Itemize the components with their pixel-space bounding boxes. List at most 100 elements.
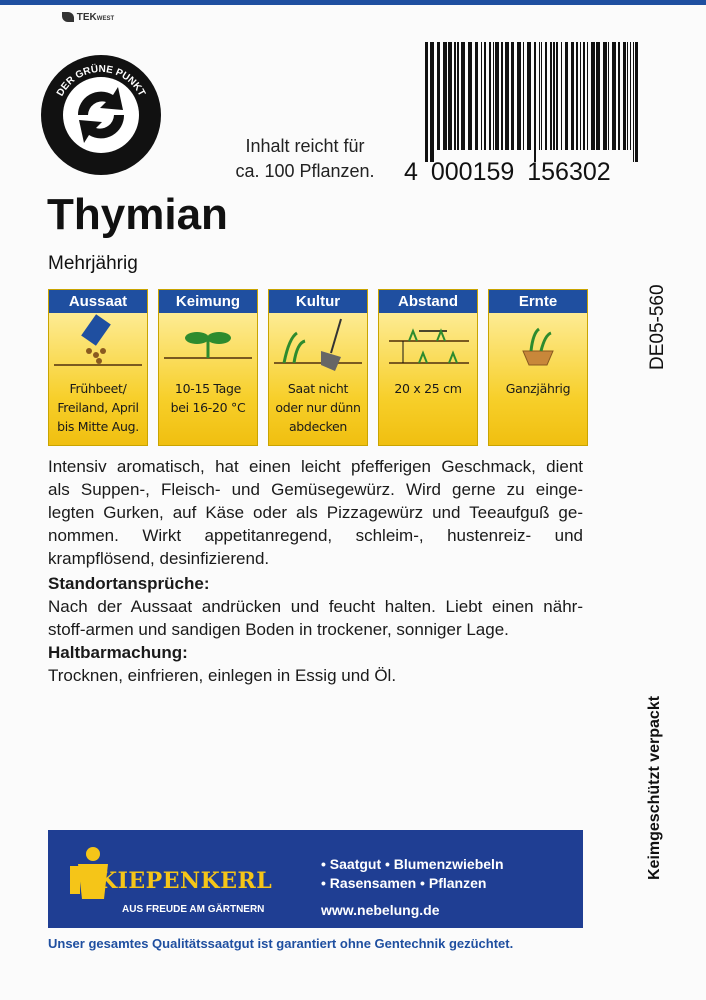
card-line: Freiland, April bbox=[57, 400, 139, 415]
card-icon bbox=[489, 313, 587, 375]
bar bbox=[550, 42, 552, 150]
brand-suffix: WEST bbox=[96, 16, 115, 22]
tekwest-logo: TEKWEST bbox=[62, 12, 114, 23]
card-icon bbox=[269, 313, 367, 375]
barcode-digits: 4 000159 156302 bbox=[404, 158, 611, 187]
bar bbox=[481, 42, 482, 150]
card-text: 20 x 25 cm bbox=[379, 379, 477, 398]
bar bbox=[489, 42, 491, 150]
bar bbox=[545, 42, 547, 150]
card: Ernte Ganzjährig bbox=[488, 289, 588, 446]
card-line: abdecken bbox=[288, 419, 348, 434]
barcode bbox=[425, 42, 638, 162]
card-label: Ernte bbox=[489, 290, 587, 313]
bar bbox=[587, 42, 588, 150]
section-line: Trocknen, einfrieren, einlegen in Essig … bbox=[48, 666, 397, 685]
subtitle: Mehrjährig bbox=[48, 253, 138, 274]
bar bbox=[468, 42, 472, 150]
card-line: 20 x 25 cm bbox=[394, 381, 462, 396]
brand: TEK bbox=[76, 12, 97, 23]
description-line: legten Gurken, auf Käse oder als Pizzage… bbox=[48, 503, 583, 522]
bar bbox=[493, 42, 494, 150]
bar bbox=[505, 42, 509, 150]
description-line: als Suppen-, Fleisch- und Gemüsegewürz. … bbox=[48, 480, 583, 499]
section-heading: Haltbarmachung: bbox=[48, 643, 188, 662]
bar bbox=[565, 42, 568, 150]
bar bbox=[443, 42, 447, 150]
card-label: Aussaat bbox=[49, 290, 147, 313]
card-label: Kultur bbox=[269, 290, 367, 313]
bar bbox=[583, 42, 585, 150]
bar bbox=[448, 42, 452, 150]
product-line: • Saatgut • Blumenzwiebeln bbox=[321, 856, 504, 872]
barcode-digit: 000159 bbox=[430, 158, 515, 186]
side-note: Keimgeschützt verpackt bbox=[646, 695, 663, 880]
description-line: Intensiv aromatisch, hat einen leicht pf… bbox=[48, 457, 583, 476]
description-line: nommen. Wirkt appetitanregend, schleim-,… bbox=[48, 526, 583, 545]
bar bbox=[501, 42, 503, 150]
card-text: Ganzjährig bbox=[489, 379, 587, 398]
card: Keimung 10-15 Tage bei 16-20 °C bbox=[158, 289, 258, 446]
card-label: Keimung bbox=[159, 290, 257, 313]
barcode-digit: 156302 bbox=[527, 158, 611, 186]
bar bbox=[556, 42, 558, 150]
section-line: stoff-armen und sandigen Boden in trocke… bbox=[48, 620, 509, 639]
bar bbox=[633, 42, 634, 162]
banner-url: www.nebelung.de bbox=[321, 902, 440, 918]
bar bbox=[635, 42, 638, 162]
bar bbox=[454, 42, 456, 150]
kiepenkerl-figure bbox=[70, 847, 108, 899]
footer-note: Unser gesamtes Qualitätssaatgut ist gara… bbox=[48, 936, 514, 951]
content-line: ca. 100 Pflanzen. bbox=[235, 161, 375, 181]
card-line: 10-15 Tage bbox=[174, 381, 242, 396]
icon bbox=[54, 314, 142, 366]
icon bbox=[522, 327, 554, 366]
card-line: bis Mitte Aug. bbox=[57, 419, 139, 434]
bar bbox=[603, 42, 607, 150]
bar bbox=[457, 42, 459, 150]
bar bbox=[517, 42, 521, 150]
bar bbox=[527, 42, 531, 150]
bar bbox=[541, 42, 542, 150]
bar bbox=[596, 42, 600, 150]
side-code: DE05-560 bbox=[647, 284, 668, 370]
card: Kultur Saat nicht oder nur dünn abdecken bbox=[268, 289, 368, 446]
bar bbox=[475, 42, 478, 150]
bar bbox=[523, 42, 524, 150]
section-heading: Standortansprüche: bbox=[48, 574, 210, 593]
bar bbox=[461, 42, 465, 150]
description: Intensiv aromatisch, hat einen leicht pf… bbox=[48, 455, 583, 570]
bar bbox=[534, 42, 536, 162]
bar bbox=[430, 42, 434, 162]
banner-products: • Saatgut • Blumenzwiebeln • Rasensamen … bbox=[321, 855, 504, 893]
card-label: Abstand bbox=[379, 290, 477, 313]
content-line: Inhalt reicht für bbox=[245, 136, 365, 156]
card-icon bbox=[379, 313, 477, 375]
section-line: Nach der Aussaat andrücken und feucht ha… bbox=[48, 597, 583, 616]
bar bbox=[539, 42, 540, 150]
card-text: Frühbeet/Freiland, April bis Mitte Aug. bbox=[49, 379, 147, 436]
barcode-digit: 4 bbox=[404, 158, 418, 186]
content-note: Inhalt reicht für ca. 100 Pflanzen. bbox=[215, 134, 395, 184]
banner-slogan: AUS FREUDE AM GÄRTNERN bbox=[122, 904, 265, 915]
card-line: bei 16-20 °C bbox=[170, 400, 246, 415]
card-line: Ganzjährig bbox=[505, 381, 571, 396]
bar bbox=[623, 42, 626, 150]
card-text: Saat nicht oder nur dünn abdecken bbox=[269, 379, 367, 436]
card-text: 10-15 Tage bei 16-20 °C bbox=[159, 379, 257, 417]
card-line: Saat nicht bbox=[287, 381, 349, 396]
title: Thymian bbox=[47, 190, 228, 239]
bar bbox=[591, 42, 595, 150]
description-line: krampflösend, desinfizierend. bbox=[48, 549, 270, 568]
bar bbox=[511, 42, 514, 150]
icon bbox=[164, 332, 252, 359]
card-line: oder nur dünn bbox=[275, 400, 361, 415]
bar bbox=[561, 42, 562, 150]
bar bbox=[576, 42, 578, 150]
bar bbox=[571, 42, 574, 150]
bar bbox=[627, 42, 628, 150]
bar bbox=[580, 42, 581, 150]
icon bbox=[389, 328, 469, 364]
bar bbox=[425, 42, 428, 162]
